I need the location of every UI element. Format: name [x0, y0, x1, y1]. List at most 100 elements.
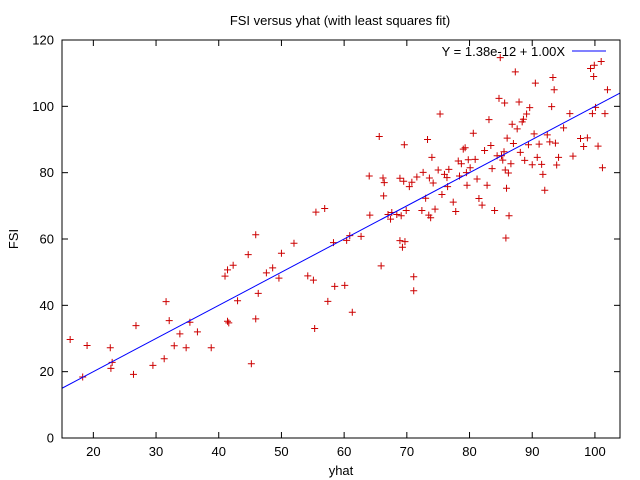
data-point — [176, 330, 184, 338]
data-point — [452, 207, 460, 215]
x-tick-label: 70 — [400, 444, 414, 459]
data-point — [379, 174, 387, 182]
data-point — [505, 212, 513, 220]
data-point — [443, 174, 451, 182]
data-point — [396, 174, 404, 182]
data-point — [193, 328, 201, 336]
data-point — [375, 133, 383, 141]
data-point — [501, 166, 509, 174]
data-point — [380, 192, 388, 200]
data-point — [425, 174, 433, 182]
data-point — [588, 110, 596, 118]
data-point — [397, 212, 405, 220]
data-point — [277, 249, 285, 257]
x-tick-label: 90 — [525, 444, 539, 459]
data-point — [603, 86, 611, 94]
data-point — [427, 214, 435, 222]
data-point — [418, 206, 426, 214]
data-point — [405, 183, 413, 191]
data-point — [511, 68, 519, 76]
data-point — [224, 266, 232, 274]
data-point — [252, 315, 260, 323]
data-point — [466, 164, 474, 172]
legend: Y = 1.38e-12 + 1.00X — [442, 44, 606, 59]
data-point — [312, 208, 320, 216]
data-point — [459, 145, 467, 153]
data-point — [523, 110, 531, 118]
data-point — [408, 178, 416, 186]
data-point — [528, 161, 536, 169]
data-point — [221, 272, 229, 280]
data-point — [309, 276, 317, 284]
data-point — [132, 322, 140, 330]
plot-frame — [61, 39, 621, 439]
y-axis-title: FSI — [6, 229, 21, 249]
data-point — [491, 206, 499, 214]
data-point — [224, 317, 232, 325]
data-point — [269, 264, 277, 272]
data-point — [438, 191, 446, 199]
data-point — [348, 308, 356, 316]
data-point — [229, 261, 237, 269]
data-point — [473, 175, 481, 183]
data-point — [569, 152, 577, 160]
data-point — [526, 104, 534, 112]
x-axis-title: yhat — [329, 463, 354, 478]
data-point — [515, 98, 523, 106]
data-point — [160, 355, 168, 363]
x-tick-label: 60 — [337, 444, 351, 459]
data-point — [182, 344, 190, 352]
data-point — [410, 287, 418, 295]
data-point — [539, 170, 547, 178]
data-point — [587, 65, 595, 73]
data-point — [583, 134, 591, 142]
fit-line — [62, 92, 620, 389]
data-point — [377, 262, 385, 270]
data-point — [530, 130, 538, 138]
data-point — [106, 344, 114, 352]
data-point — [538, 160, 546, 168]
data-point — [549, 73, 557, 81]
data-point — [449, 198, 457, 206]
data-point — [225, 319, 233, 327]
x-tick-label: 40 — [212, 444, 226, 459]
y-tick-label: 80 — [40, 165, 54, 180]
data-point — [481, 146, 489, 154]
data-point — [502, 234, 510, 242]
data-point — [504, 169, 512, 177]
data-point — [402, 206, 410, 214]
data-point — [341, 281, 349, 289]
y-tick-label: 60 — [40, 232, 54, 247]
data-point — [535, 140, 543, 148]
data-point — [550, 86, 558, 94]
data-point — [496, 54, 504, 62]
data-point — [541, 186, 549, 194]
data-point — [566, 110, 574, 118]
data-point — [471, 155, 479, 163]
data-point — [413, 173, 421, 181]
data-point — [503, 134, 511, 142]
x-tick-label: 80 — [462, 444, 476, 459]
data-point — [252, 231, 260, 239]
data-point — [548, 103, 556, 111]
data-point — [304, 272, 312, 280]
data-point — [366, 211, 374, 219]
chart-title: FSI versus yhat (with least squares fit) — [230, 13, 450, 28]
y-tick-label: 0 — [47, 431, 54, 446]
data-point — [275, 274, 283, 282]
data-point — [524, 141, 532, 149]
y-tick-label: 40 — [40, 298, 54, 313]
data-point — [380, 179, 388, 187]
data-point — [400, 177, 408, 185]
data-point — [521, 156, 529, 164]
data-point — [507, 160, 515, 168]
data-point — [503, 184, 511, 192]
y-tick-label: 20 — [40, 364, 54, 379]
data-point — [519, 115, 527, 123]
data-point — [262, 269, 270, 277]
data-point — [551, 139, 559, 147]
data-point — [357, 232, 365, 240]
data-point — [431, 205, 439, 213]
data-point — [207, 344, 215, 352]
